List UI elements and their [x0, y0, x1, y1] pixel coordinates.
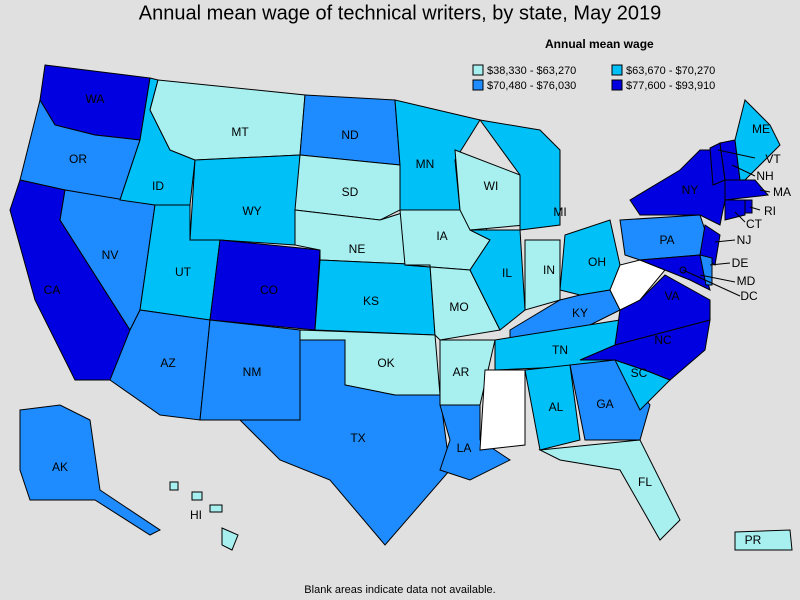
- legend-title: Annual mean wage: [545, 37, 654, 51]
- state-label: NY: [682, 183, 699, 197]
- state-label: TN: [552, 343, 568, 357]
- state-shape-blank: [479, 369, 526, 451]
- state-shape: [19, 404, 161, 536]
- state-shape: [469, 229, 526, 331]
- legend-label: $63,670 - $70,270: [626, 65, 715, 77]
- state-shape: [294, 154, 401, 221]
- state-shape: [699, 254, 713, 286]
- state-label: PA: [659, 233, 674, 247]
- leader-line: [714, 239, 736, 243]
- state-label: MI: [553, 205, 566, 219]
- legend-label: $77,600 - $93,910: [626, 80, 715, 92]
- state-label: ME: [752, 122, 770, 136]
- state-label: LA: [457, 441, 472, 455]
- state-label: RI: [764, 204, 776, 218]
- state-shape: [538, 439, 681, 541]
- state-shape: [169, 481, 179, 491]
- state-label: TX: [350, 431, 365, 445]
- leader-line: [709, 262, 731, 266]
- state-label: WY: [242, 204, 261, 218]
- state-label: FL: [638, 475, 652, 489]
- legend-swatch: [472, 79, 484, 91]
- state-shape: [724, 179, 769, 201]
- leader-line: [759, 189, 771, 193]
- state-shape: [189, 154, 301, 246]
- state-label: WA: [86, 92, 105, 106]
- state-label: NE: [349, 242, 366, 256]
- state-label: DE: [732, 256, 749, 270]
- state-shape: [639, 254, 711, 291]
- state-label: KY: [572, 306, 588, 320]
- state-shape: [191, 491, 203, 501]
- leader-line: [731, 164, 756, 177]
- state-label: NM: [243, 365, 262, 379]
- leader-line: [734, 211, 746, 223]
- state-label: MA: [773, 185, 791, 199]
- state-label: HI: [190, 508, 202, 522]
- state-label: CO: [260, 283, 278, 297]
- state-label: IA: [436, 229, 447, 243]
- state-shape: [439, 404, 511, 481]
- state-shape: [149, 79, 306, 161]
- state-label: VT: [765, 152, 781, 166]
- legend-swatch: [611, 64, 623, 76]
- leader-line: [682, 269, 741, 297]
- state-label: UT: [175, 265, 192, 279]
- state-shape: [734, 529, 793, 551]
- state-label: IN: [543, 263, 555, 277]
- state-label: AZ: [160, 356, 175, 370]
- state-label: ND: [341, 128, 359, 142]
- legend-swatch: [611, 79, 623, 91]
- state-label: OR: [69, 152, 87, 166]
- state-shape: [734, 99, 781, 181]
- state-label: CA: [44, 283, 61, 297]
- state-shape: [454, 149, 526, 231]
- legend-label: $38,330 - $63,270: [487, 65, 576, 77]
- footnote: Blank areas indicate data not available.: [304, 584, 495, 596]
- state-labels: MT SD NE IA WI IN MO OK AR FL HI PR ID W…: [44, 92, 791, 547]
- state-shape: [744, 199, 753, 214]
- legend-label: $70,480 - $76,030: [487, 80, 576, 92]
- legend: $38,330 - $63,270 $63,670 - $70,270 $70,…: [472, 64, 715, 92]
- leader-line: [749, 206, 761, 211]
- state-label: AL: [549, 400, 564, 414]
- state-label: NC: [654, 333, 672, 347]
- state-label: OK: [377, 356, 394, 370]
- state-label: MT: [231, 125, 249, 139]
- state-label: VA: [664, 289, 679, 303]
- state-label: NJ: [737, 233, 752, 247]
- state-shape: [238, 339, 451, 546]
- state-label: PR: [745, 533, 762, 547]
- state-label: IL: [502, 266, 512, 280]
- legend-swatch: [472, 64, 484, 76]
- state-label: WI: [484, 179, 499, 193]
- states: [9, 64, 793, 551]
- state-label: NV: [102, 248, 119, 262]
- leader-line: [699, 274, 736, 283]
- state-label: NH: [756, 169, 773, 183]
- title: Annual mean wage of technical writers, b…: [139, 2, 662, 24]
- state-label: GA: [596, 397, 613, 411]
- state-label: ID: [152, 179, 164, 193]
- state-label: SD: [342, 185, 359, 199]
- state-label: KS: [363, 294, 379, 308]
- state-label: OH: [588, 255, 606, 269]
- state-label: AR: [453, 365, 470, 379]
- state-label: DC: [740, 289, 758, 303]
- state-shape: [524, 364, 581, 451]
- state-label: SC: [631, 366, 648, 380]
- state-label: MO: [449, 300, 468, 314]
- leader-line: [717, 149, 756, 159]
- state-label: MD: [737, 274, 756, 288]
- state-shape: [221, 527, 239, 551]
- state-shape: [209, 504, 223, 513]
- state-label: AK: [52, 460, 68, 474]
- state-shape: [478, 119, 561, 231]
- state-label: CT: [746, 217, 763, 231]
- leader-lines: [682, 149, 771, 297]
- state-label: MN: [416, 157, 435, 171]
- state-shape: [724, 199, 746, 221]
